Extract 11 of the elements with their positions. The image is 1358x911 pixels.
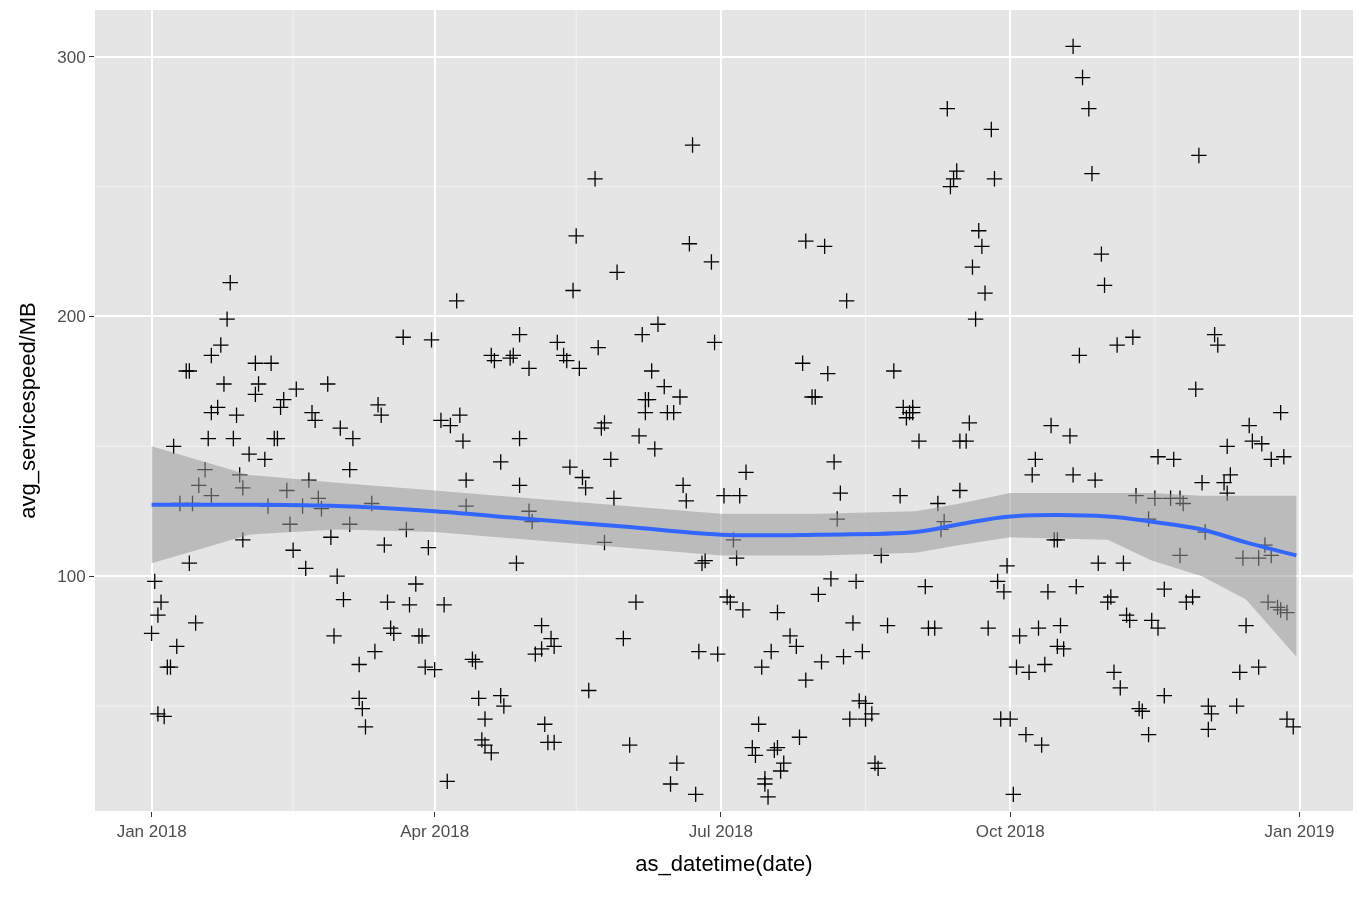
x-tick-label: Apr 2018 xyxy=(400,822,470,842)
x-tick-label: Oct 2018 xyxy=(975,822,1045,842)
y-axis-title: avg_servicespeed/MB xyxy=(15,302,41,519)
y-tick-label: 200 xyxy=(57,307,86,327)
x-tick-label: Jan 2018 xyxy=(116,822,187,842)
y-tick-label: 100 xyxy=(57,567,86,587)
x-tick-label: Jul 2018 xyxy=(688,822,753,842)
x-tick-label: Jan 2019 xyxy=(1264,822,1335,842)
x-axis-title: as_datetime(date) xyxy=(635,851,813,877)
line-series xyxy=(149,502,1299,558)
y-tick-label: 300 xyxy=(57,47,86,67)
